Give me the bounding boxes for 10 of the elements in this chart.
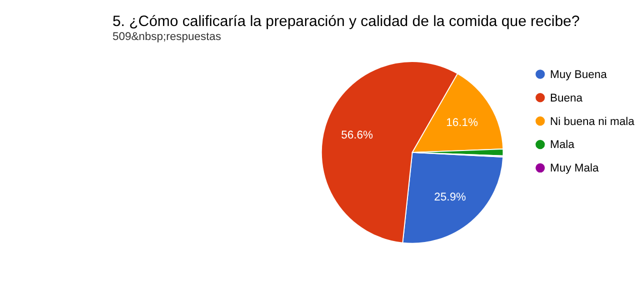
data-label: 56.6%	[341, 129, 373, 142]
legend-label: Mala	[550, 139, 576, 152]
legend-label: Ni buena ni mala	[550, 116, 636, 128]
data-label: 25.9%	[434, 191, 466, 204]
legend-label: Muy Mala	[550, 162, 600, 175]
data-label: 16.1%	[446, 117, 478, 130]
text: 509&nbsp;respuestas	[112, 31, 222, 44]
legend-label: Muy Buena	[550, 68, 608, 81]
legend-label: Buena	[550, 92, 584, 104]
chart-title: 5. ¿Cómo calificaría la preparación y calidad de la comida que recibe?	[112, 12, 580, 30]
